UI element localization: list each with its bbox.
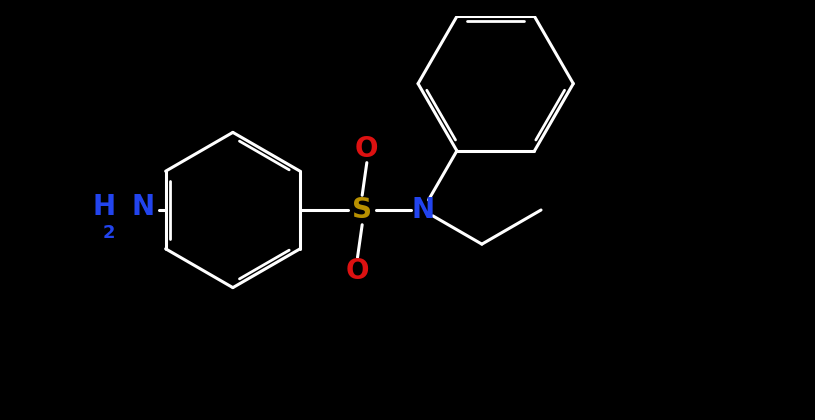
Text: N: N xyxy=(411,196,434,224)
Text: H: H xyxy=(92,193,115,221)
Text: S: S xyxy=(352,196,372,224)
Text: O: O xyxy=(355,136,379,163)
Text: 2: 2 xyxy=(103,224,115,242)
Text: N: N xyxy=(131,193,155,221)
Text: O: O xyxy=(346,257,369,284)
